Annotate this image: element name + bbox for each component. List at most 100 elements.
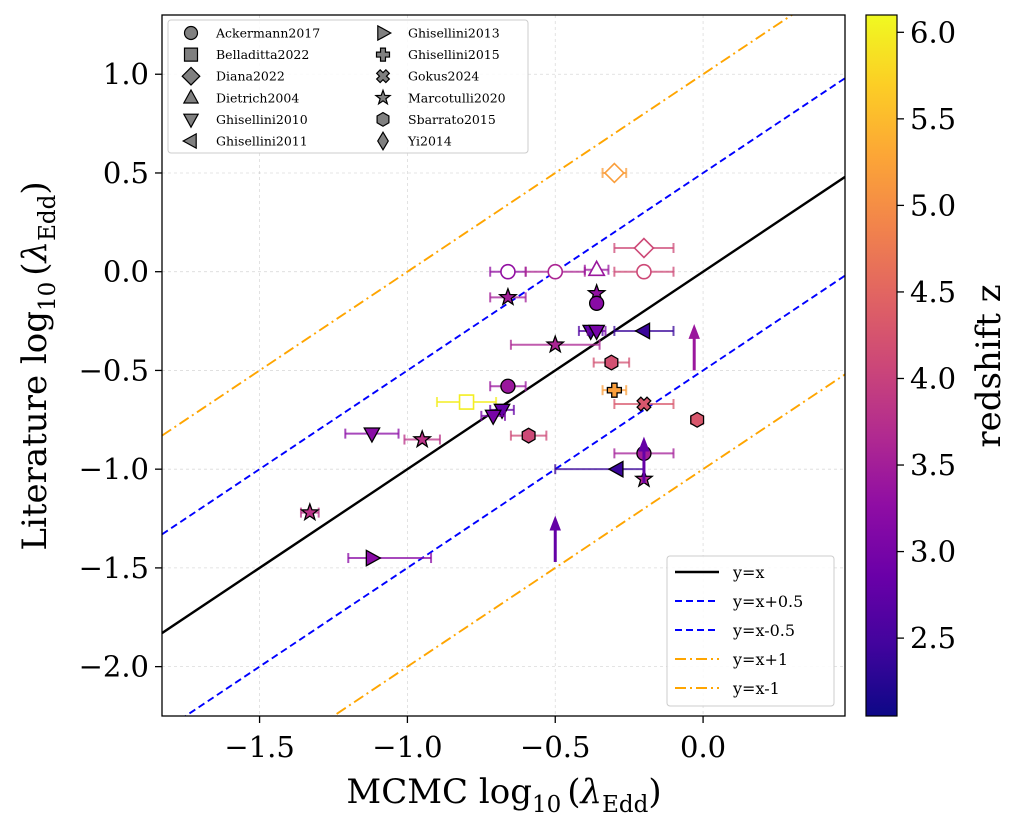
x-tick-label-2: −0.5 bbox=[520, 730, 590, 764]
marker-star-23 bbox=[412, 428, 433, 449]
data-point-15 bbox=[601, 382, 628, 398]
x-axis-label: MCMC log10 (λEdd) bbox=[346, 772, 661, 818]
legend-label-Diana2022: Diana2022 bbox=[216, 69, 285, 84]
x-tick-label-1: −1.0 bbox=[372, 730, 442, 764]
marker-star-12 bbox=[545, 334, 566, 354]
data-point-21 bbox=[344, 427, 400, 444]
legend-marker-tri-down bbox=[182, 113, 200, 129]
data-point-3 bbox=[583, 259, 610, 277]
line-legend-label-y=x-1: y=x-1 bbox=[732, 679, 780, 698]
data-point-6 bbox=[489, 286, 527, 306]
lower-limit-arrow-2 bbox=[638, 436, 650, 483]
data-point-23 bbox=[403, 428, 441, 449]
legend-label-Ghisellini2013: Ghisellini2013 bbox=[408, 26, 500, 41]
line-legend-box bbox=[666, 555, 835, 707]
legend-marker-diamond bbox=[181, 66, 201, 86]
legend-label-Ackermann2017: Ackermann2017 bbox=[215, 26, 320, 41]
marker-tri-down-19 bbox=[484, 409, 502, 426]
data-markers bbox=[299, 162, 705, 567]
data-point-25 bbox=[554, 460, 645, 478]
colorbar-tick-label-7: 6.0 bbox=[910, 15, 956, 49]
y-tick-label-1: −1.5 bbox=[79, 551, 149, 585]
y-axis-label-paren-open: ( bbox=[15, 262, 55, 275]
marker-tri-left-25 bbox=[607, 460, 624, 478]
legend-label-Belladitta2022: Belladitta2022 bbox=[216, 47, 309, 62]
y-axis-ticks: −2.0 −1.5 −1.0 −0.5 0.0 0.5 1.0 bbox=[79, 57, 162, 684]
legend-label-Ghisellini2015: Ghisellini2015 bbox=[408, 47, 500, 62]
data-point-8 bbox=[588, 295, 605, 311]
marker-hexagon-22 bbox=[521, 427, 536, 444]
arrow-head-1 bbox=[688, 324, 700, 339]
data-point-1 bbox=[524, 263, 586, 280]
colorbar-tick-label-1: 3.0 bbox=[910, 535, 956, 569]
legend-marker-tri-up bbox=[182, 88, 200, 104]
marker-plus-15 bbox=[606, 382, 623, 398]
data-point-10 bbox=[586, 324, 607, 341]
y-tick-label-0: −2.0 bbox=[79, 650, 149, 684]
y-tick-label-2: −1.0 bbox=[79, 452, 149, 486]
x-axis-label-edd: Edd bbox=[602, 792, 649, 818]
x-axis-label-paren-close: ) bbox=[648, 772, 661, 812]
legend-marker-square bbox=[183, 47, 199, 62]
data-point-14 bbox=[489, 378, 527, 394]
marker-circle-2 bbox=[636, 263, 652, 280]
marker-circle-8 bbox=[588, 295, 605, 311]
colorbar-tick-label-0: 2.5 bbox=[910, 621, 956, 655]
marker-circle-0 bbox=[500, 263, 516, 280]
marker-star-6 bbox=[497, 286, 518, 306]
y-axis-label-main: Literature log bbox=[15, 311, 55, 551]
lower-limit-arrow-1 bbox=[688, 324, 700, 371]
marker-tri-left-11 bbox=[634, 322, 651, 340]
marker-circle-1 bbox=[547, 263, 564, 280]
colorbar-gradient bbox=[865, 14, 898, 717]
ref-line-y=x+1 bbox=[162, 15, 794, 437]
data-point-19 bbox=[480, 409, 506, 426]
colorbar-tick-label-6: 5.5 bbox=[910, 102, 956, 136]
x-axis-label-paren-open: ( bbox=[567, 772, 580, 812]
marker-tri-right-28 bbox=[365, 549, 382, 567]
legend-label-Sbarrato2015: Sbarrato2015 bbox=[408, 112, 496, 127]
arrow-head-2 bbox=[638, 436, 650, 452]
legend-label-Gokus2024: Gokus2024 bbox=[408, 69, 479, 84]
reference-lines bbox=[162, 15, 845, 716]
data-point-4 bbox=[601, 162, 628, 184]
y-axis-label-edd: Edd bbox=[35, 194, 61, 241]
y-axis-label: Literature log10 (λEdd) bbox=[15, 181, 61, 550]
y-axis-label-sub: 10 bbox=[35, 282, 61, 311]
marker-diamond-4 bbox=[603, 162, 625, 184]
x-axis-label-main: MCMC log bbox=[346, 772, 532, 812]
marker-tri-up-3 bbox=[587, 259, 606, 277]
legend-label-Marcotulli2020: Marcotulli2020 bbox=[408, 90, 506, 105]
lower-limit-arrow-0 bbox=[549, 515, 561, 562]
line-legend-label-y=x+0.5: y=x+0.5 bbox=[732, 592, 803, 611]
legend-marker-tri-left bbox=[181, 132, 197, 150]
marker-square-16 bbox=[458, 394, 475, 410]
data-point-11 bbox=[613, 322, 675, 340]
data-point-17 bbox=[613, 396, 675, 412]
y-axis-label-lambda: λ bbox=[15, 241, 55, 265]
y-tick-label-3: −0.5 bbox=[79, 353, 149, 387]
legend-marker-tri-right bbox=[377, 24, 393, 42]
legend-label-Ghisellini2011: Ghisellini2011 bbox=[216, 134, 308, 149]
line-legend: y=x y=x+0.5 y=x-0.5 y=x+1 y=x-1 bbox=[666, 555, 835, 707]
legend-marker-thin-diamond bbox=[377, 131, 389, 151]
x-axis-ticks: −1.5 −1.0 −0.5 0.0 bbox=[224, 716, 726, 764]
legend-label-Ghisellini2010: Ghisellini2010 bbox=[216, 112, 308, 127]
arrow-head-0 bbox=[549, 515, 561, 531]
data-point-2 bbox=[613, 263, 675, 280]
marker-star-27 bbox=[299, 502, 320, 522]
data-point-20 bbox=[690, 411, 705, 428]
x-tick-label-0: −1.5 bbox=[224, 730, 294, 764]
data-point-5 bbox=[613, 237, 675, 259]
legend-label-Yi2014: Yi2014 bbox=[407, 134, 452, 149]
colorbar-tick-label-2: 3.5 bbox=[910, 448, 956, 482]
legend-marker-cross bbox=[375, 69, 391, 84]
marker-hexagon-20 bbox=[690, 411, 705, 428]
line-legend-label-y=x+1: y=x+1 bbox=[732, 650, 788, 669]
colorbar-tick-label-5: 5.0 bbox=[910, 188, 956, 222]
x-axis-label-sub: 10 bbox=[532, 792, 561, 818]
data-point-13 bbox=[592, 354, 631, 371]
plot-frame bbox=[161, 14, 846, 717]
line-legend-label-y=x: y=x bbox=[732, 563, 764, 582]
